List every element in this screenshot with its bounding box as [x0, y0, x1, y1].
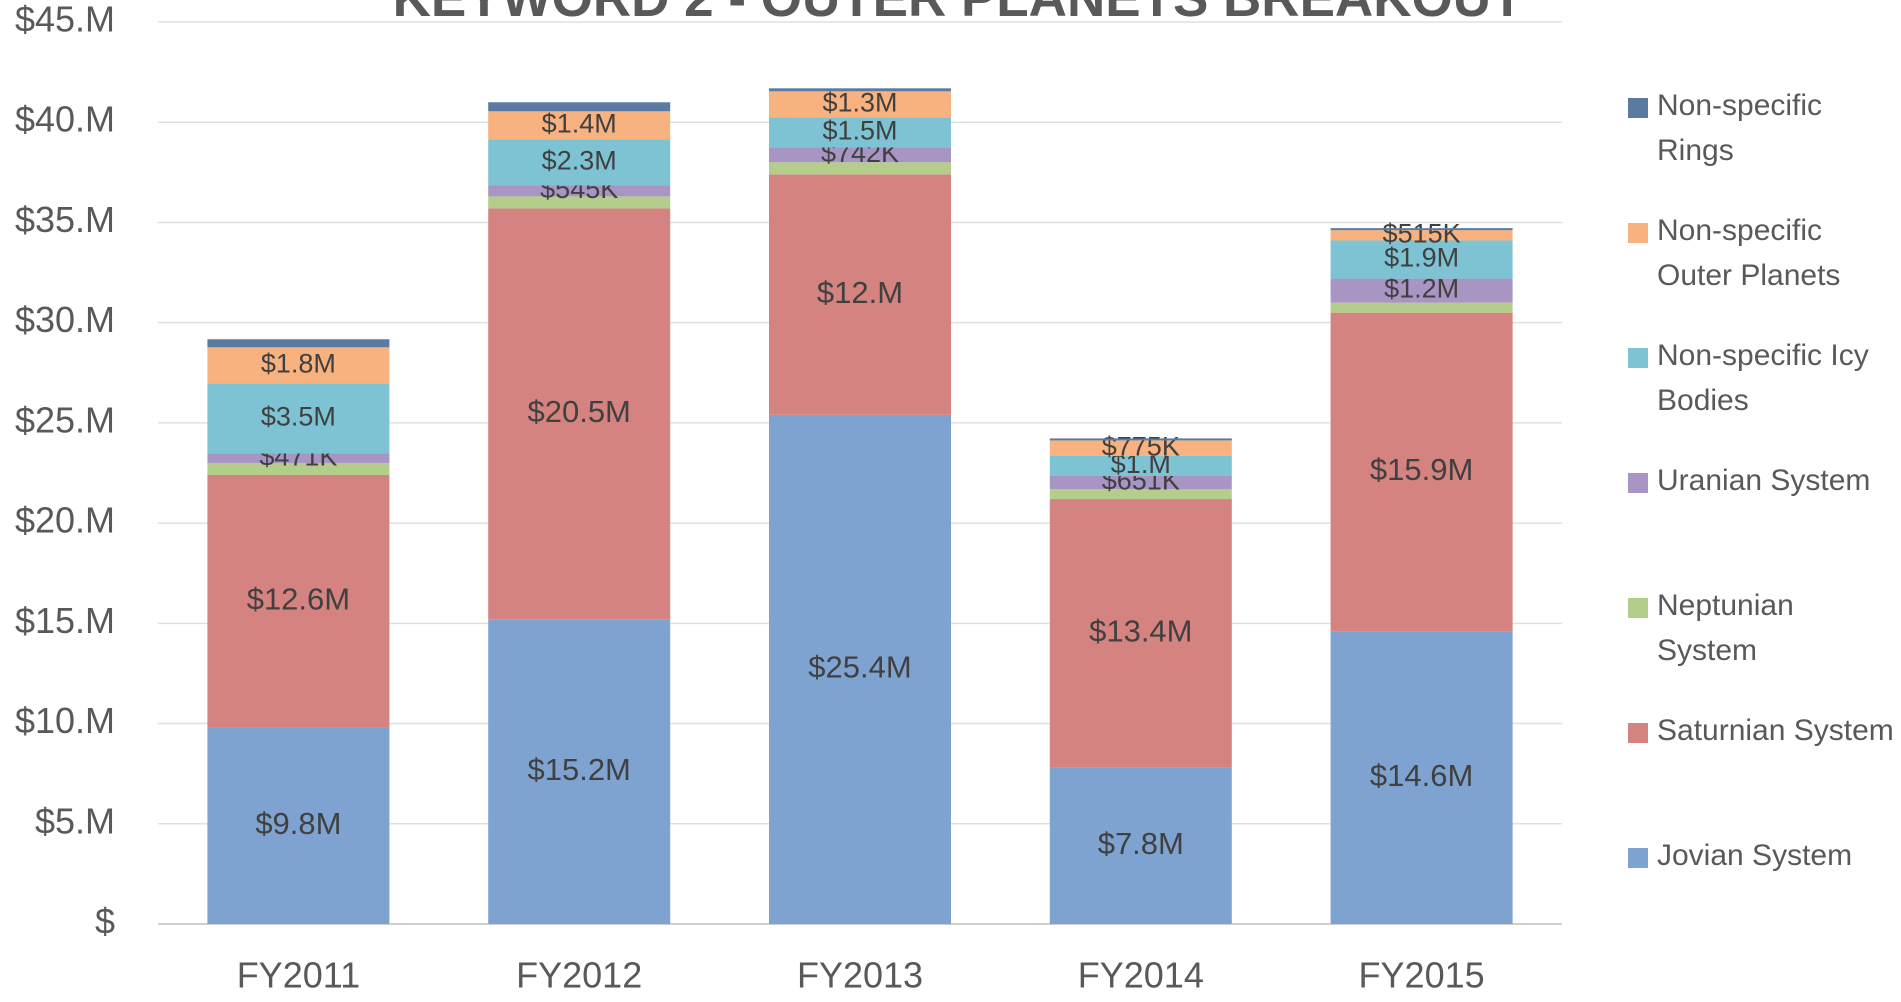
bar-segment [488, 111, 671, 140]
bar-segment [1049, 489, 1232, 500]
legend-label: Non-specific Icy Bodies [1657, 339, 1869, 417]
bar-segment [488, 196, 671, 209]
bar-segment [207, 727, 390, 924]
legend-swatch [1628, 473, 1648, 493]
bar-segment [769, 162, 951, 175]
legend-swatch [1628, 223, 1648, 243]
data-label: $1.5M [822, 116, 897, 146]
x-tick-label: FY2011 [237, 955, 360, 996]
bar-segment [1330, 312, 1513, 632]
data-label: $1.3M [822, 87, 897, 117]
legend-swatch [1628, 723, 1648, 743]
bar-segment [207, 383, 390, 454]
data-label: $1.8M [261, 348, 336, 378]
bar-segment [1330, 631, 1513, 924]
data-label: $14.6M [1370, 758, 1473, 793]
bar-segment [1049, 440, 1232, 456]
chart-title: KEYWORD 2 - OUTER PLANETS BREAKOUT [393, 0, 1524, 28]
x-tick-label: FY2013 [797, 955, 923, 996]
bar-segment [207, 347, 390, 384]
legend-swatch [1628, 848, 1648, 868]
legend-label: Non-specific Outer Planets [1657, 214, 1841, 292]
bar-segment [1049, 438, 1232, 441]
bar-segment [769, 117, 951, 148]
data-label: $7.8M [1098, 826, 1184, 861]
data-label: $15.2M [527, 752, 630, 787]
y-tick-label: $ [95, 901, 115, 942]
y-tick-label: $30.M [15, 299, 115, 340]
data-label: $3.5M [261, 402, 336, 432]
bar-segment [769, 147, 951, 163]
bar-segment [488, 102, 671, 112]
y-tick-label: $35.M [15, 199, 115, 240]
data-label: $775K [1102, 431, 1180, 461]
bar-segment [488, 185, 671, 197]
bar-segment [769, 414, 951, 924]
legend-label: Saturnian System [1657, 714, 1894, 747]
bar-segment [1049, 499, 1232, 768]
data-label: $13.4M [1089, 614, 1192, 649]
bar-segment [1330, 230, 1513, 241]
bar-segment [1330, 240, 1513, 279]
legend-label: Uranian System [1657, 464, 1871, 497]
data-label: $12.6M [247, 581, 350, 616]
data-label: $1.2M [1384, 274, 1459, 304]
legend-label: Non-specific Rings [1657, 89, 1823, 167]
data-label: $515K [1383, 218, 1461, 248]
bar-segment [769, 174, 951, 415]
legend-label: Neptunian System [1657, 589, 1794, 667]
x-tick-label: FY2012 [516, 955, 642, 996]
y-tick-label: $40.M [15, 99, 115, 140]
y-tick-label: $20.M [15, 500, 115, 541]
bar-segment [207, 453, 390, 463]
data-label: $15.9M [1370, 452, 1473, 487]
y-tick-label: $15.M [15, 600, 115, 641]
bar-segment [488, 139, 671, 186]
legend-swatch [1628, 348, 1648, 368]
y-tick-label: $10.M [15, 700, 115, 741]
bar-segment [488, 619, 671, 924]
bar-segment [207, 339, 390, 348]
bar-segment [1330, 228, 1513, 231]
data-label: $25.4M [808, 650, 911, 685]
legend-swatch [1628, 98, 1648, 118]
data-label: $20.5M [527, 394, 630, 429]
data-label: $9.8M [255, 806, 341, 841]
bar-segment [207, 475, 390, 728]
bar-segment [1049, 455, 1232, 476]
legend-label: Jovian System [1657, 839, 1853, 872]
bar-segment [769, 88, 951, 92]
bar-segment [1330, 278, 1513, 303]
legend-swatch [1628, 598, 1648, 618]
bar-segment [1330, 302, 1513, 313]
y-tick-label: $45.M [15, 0, 115, 40]
data-label: $12.M [817, 275, 903, 310]
y-tick-label: $5.M [35, 800, 115, 841]
bar-segment [1049, 767, 1232, 924]
bar-segment [207, 462, 390, 476]
x-tick-label: FY2015 [1359, 955, 1485, 996]
data-label: $1.9M [1384, 243, 1459, 273]
bar-segment [1049, 475, 1232, 490]
data-label: $1.4M [542, 108, 617, 138]
bar-segment [488, 208, 671, 620]
bar-segment [769, 91, 951, 118]
x-tick-label: FY2014 [1078, 955, 1204, 996]
data-label: $2.3M [542, 146, 617, 176]
y-tick-label: $25.M [15, 399, 115, 440]
